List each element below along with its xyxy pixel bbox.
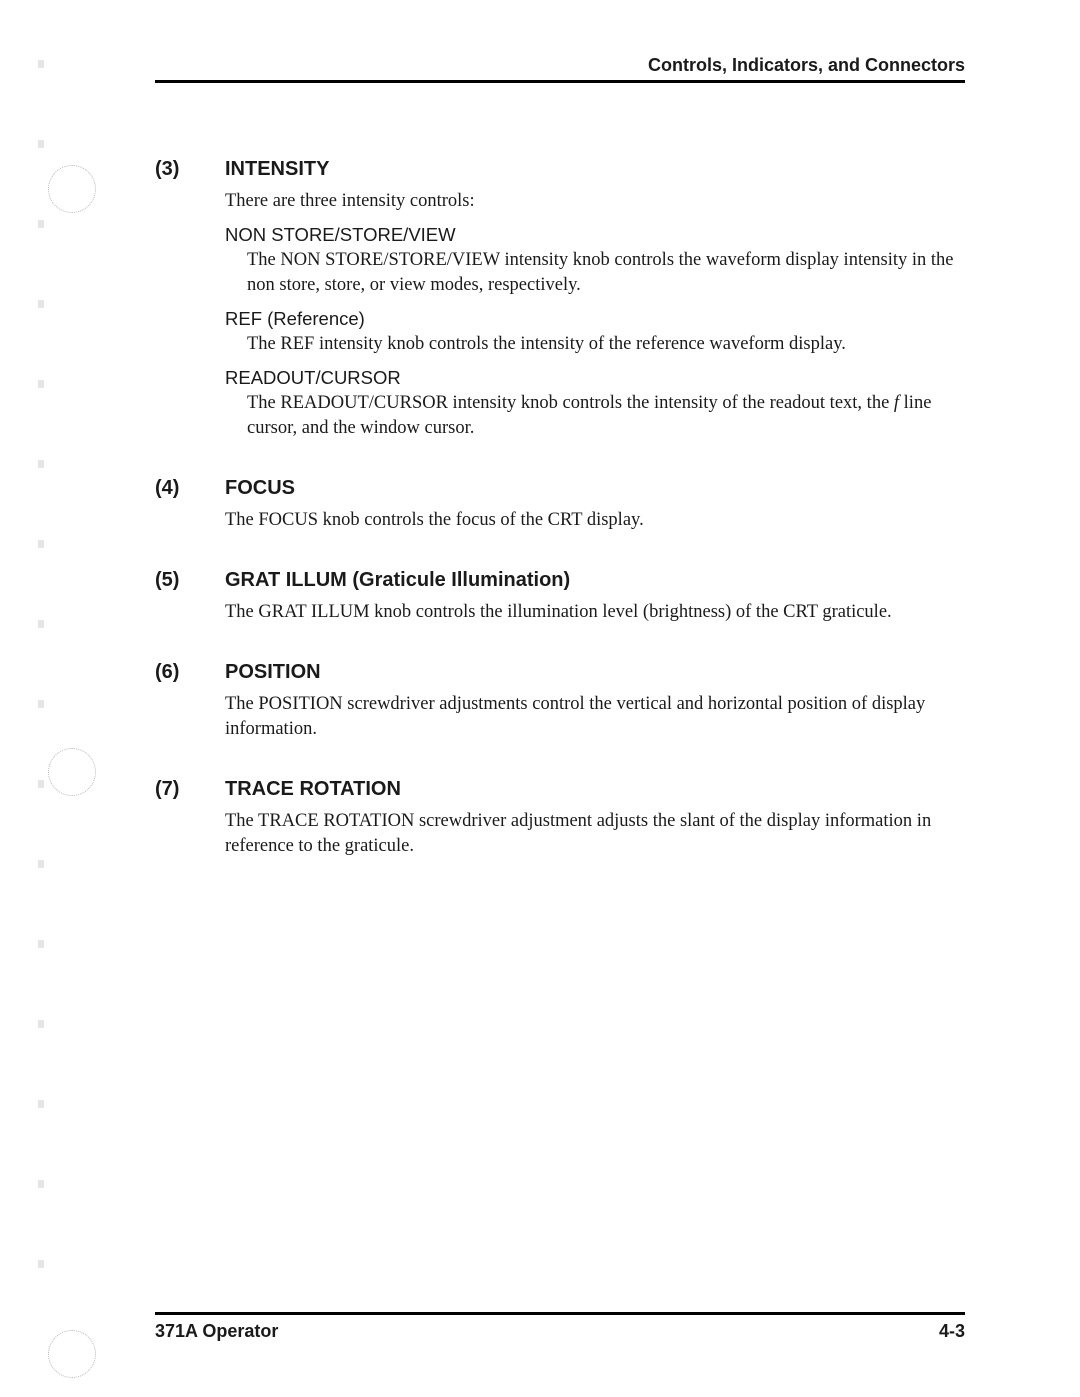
footer-left: 371A Operator [155, 1321, 278, 1342]
section: (3)INTENSITY There are three intensity co… [155, 158, 965, 451]
section-title: POSITION [225, 661, 965, 684]
section: (6)POSITION The POSITION screwdriver adju… [155, 661, 965, 752]
section-intro: There are three intensity controls: [225, 189, 965, 214]
section-body: The FOCUS knob controls the focus of the… [225, 508, 965, 533]
sub-heading: READOUT/CURSOR [225, 367, 965, 389]
page-header: Controls, Indicators, and Connectors [155, 55, 965, 83]
section-number: (5) [155, 569, 225, 635]
section-number: (6) [155, 661, 225, 752]
page: Controls, Indicators, and Connectors (3)… [0, 0, 1080, 1397]
sub-heading: NON STORE/STORE/VIEW [225, 224, 965, 246]
section-content: GRAT ILLUM (Graticule Illumination) The G… [225, 569, 965, 635]
section-title: GRAT ILLUM (Graticule Illumination) [225, 569, 965, 592]
section: (7)TRACE ROTATION The TRACE ROTATION scre… [155, 778, 965, 869]
section-content: INTENSITY There are three intensity contr… [225, 158, 965, 451]
section-title: FOCUS [225, 477, 965, 500]
section-title: TRACE ROTATION [225, 778, 965, 801]
sub-heading: REF (Reference) [225, 308, 965, 330]
sub-body: The REF intensity knob controls the inte… [247, 332, 965, 357]
section-number: (4) [155, 477, 225, 543]
section-body: The GRAT ILLUM knob controls the illumin… [225, 600, 965, 625]
sub-body: The READOUT/CURSOR intensity knob contro… [247, 391, 965, 441]
sub-body: The NON STORE/STORE/VIEW intensity knob … [247, 248, 965, 298]
section-content: POSITION The POSITION screwdriver adjustm… [225, 661, 965, 752]
section-number: (3) [155, 158, 225, 451]
section: (5)GRAT ILLUM (Graticule Illumination) Th… [155, 569, 965, 635]
section-body: The TRACE ROTATION screwdriver adjustmen… [225, 809, 965, 859]
section-content: FOCUS The FOCUS knob controls the focus o… [225, 477, 965, 543]
section-number: (7) [155, 778, 225, 869]
footer-right: 4-3 [939, 1321, 965, 1342]
page-footer: 371A Operator 4-3 [155, 1312, 965, 1342]
section-content: TRACE ROTATION The TRACE ROTATION screwdr… [225, 778, 965, 869]
section: (4)FOCUS The FOCUS knob controls the focu… [155, 477, 965, 543]
section-title: INTENSITY [225, 158, 965, 181]
section-body: The POSITION screwdriver adjustments con… [225, 692, 965, 742]
